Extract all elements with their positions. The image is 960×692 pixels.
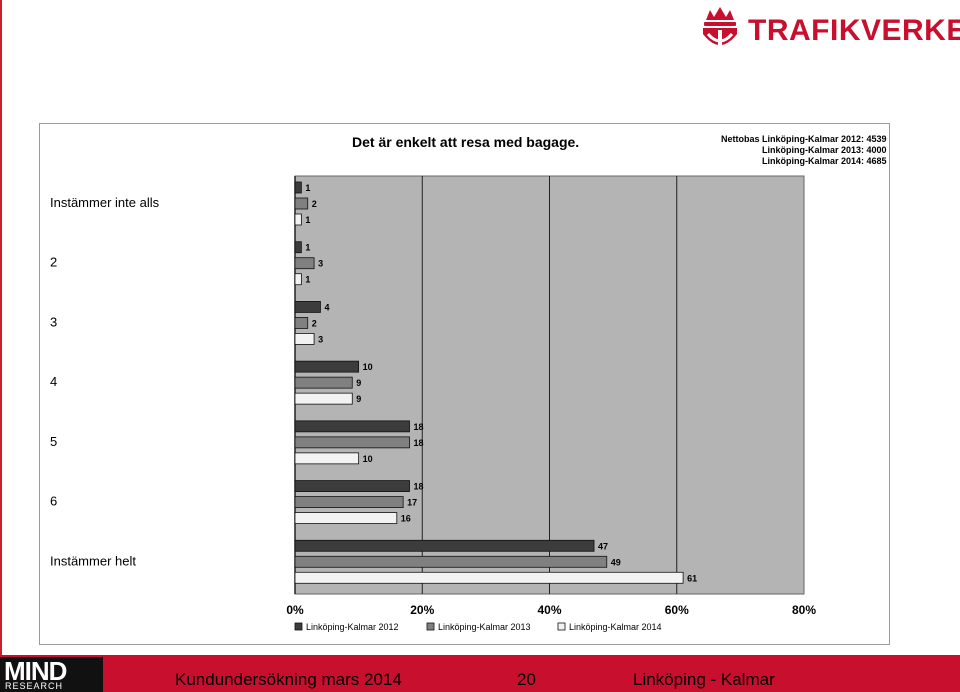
data-label: 17 bbox=[407, 498, 417, 508]
data-label: 1 bbox=[305, 215, 310, 225]
data-label: 1 bbox=[305, 243, 310, 253]
bar bbox=[294, 301, 321, 313]
chart-frame: Det är enkelt att resa med bagage. Netto… bbox=[39, 123, 890, 645]
bar bbox=[294, 436, 410, 449]
category-label: 6 bbox=[50, 494, 57, 509]
data-label: 1 bbox=[305, 183, 310, 193]
left-accent-rule bbox=[0, 0, 2, 655]
chart-title: Det är enkelt att resa med bagage. bbox=[352, 134, 579, 150]
data-label: 2 bbox=[312, 199, 317, 209]
bar bbox=[294, 241, 302, 254]
legend-label: Linköping-Kalmar 2013 bbox=[438, 622, 531, 632]
data-label: 3 bbox=[318, 334, 323, 344]
bar bbox=[294, 181, 302, 194]
mind-research-logo bbox=[0, 657, 103, 692]
data-label: 9 bbox=[356, 378, 361, 388]
data-label: 9 bbox=[356, 394, 361, 404]
mind-logo-sub: RESEARCH bbox=[5, 681, 64, 691]
bar bbox=[294, 273, 302, 286]
legend-swatch bbox=[426, 622, 435, 631]
bar bbox=[294, 555, 608, 568]
category-label: 2 bbox=[50, 255, 57, 270]
legend-swatch bbox=[557, 622, 566, 631]
bar bbox=[294, 197, 309, 210]
nettobas-line: Linköping-Kalmar 2013: 4000 bbox=[762, 145, 887, 155]
route-name: Linköping - Kalmar bbox=[633, 670, 775, 689]
bar bbox=[294, 452, 360, 465]
category-label: 4 bbox=[50, 374, 57, 389]
bar bbox=[294, 360, 360, 373]
survey-title: Kundundersökning mars 2014 bbox=[175, 670, 402, 689]
legend-label: Linköping-Kalmar 2014 bbox=[569, 622, 662, 632]
mind-logo-word: MIND bbox=[4, 656, 67, 686]
category-label: Instämmer inte alls bbox=[50, 195, 160, 210]
category-label: Instämmer helt bbox=[50, 553, 136, 568]
data-label: 1 bbox=[305, 275, 310, 285]
nettobas-line: Linköping-Kalmar 2014: 4685 bbox=[762, 156, 887, 166]
data-label: 61 bbox=[687, 573, 697, 583]
bar-chart: Det är enkelt att resa med bagage. Netto… bbox=[50, 134, 887, 632]
brand-name: TRAFIKVERKET bbox=[748, 14, 960, 47]
data-label: 49 bbox=[611, 557, 621, 567]
page-number: 20 bbox=[517, 670, 536, 689]
bar bbox=[294, 539, 595, 552]
bar bbox=[294, 376, 353, 389]
category-label: 3 bbox=[50, 314, 57, 329]
footer-bar bbox=[0, 655, 960, 692]
x-tick-label: 0% bbox=[286, 603, 304, 617]
bar bbox=[294, 333, 315, 345]
crown-shield-icon bbox=[703, 7, 737, 46]
data-label: 18 bbox=[414, 422, 424, 432]
bar bbox=[294, 496, 404, 508]
bar bbox=[294, 512, 398, 524]
bar bbox=[294, 392, 353, 405]
bar bbox=[294, 257, 315, 270]
data-label: 3 bbox=[318, 259, 323, 269]
data-label: 10 bbox=[363, 362, 373, 372]
bar bbox=[294, 480, 410, 492]
x-tick-label: 60% bbox=[665, 603, 689, 617]
bar bbox=[294, 317, 309, 329]
bar bbox=[294, 213, 302, 226]
x-tick-label: 20% bbox=[410, 603, 434, 617]
bar bbox=[294, 571, 684, 584]
nettobas-label: Nettobas bbox=[721, 134, 760, 144]
data-label: 2 bbox=[312, 318, 317, 328]
data-label: 18 bbox=[414, 482, 424, 492]
data-label: 47 bbox=[598, 541, 608, 551]
nettobas-line: Linköping-Kalmar 2012: 4539 bbox=[762, 134, 887, 144]
category-label: 5 bbox=[50, 434, 57, 449]
x-tick-label: 80% bbox=[792, 603, 816, 617]
legend-swatch bbox=[294, 622, 303, 631]
data-label: 4 bbox=[324, 302, 329, 312]
legend-label: Linköping-Kalmar 2012 bbox=[306, 622, 399, 632]
bar bbox=[294, 420, 410, 433]
data-label: 18 bbox=[414, 438, 424, 448]
data-label: 10 bbox=[363, 454, 373, 464]
x-tick-label: 40% bbox=[537, 603, 561, 617]
data-label: 16 bbox=[401, 514, 411, 524]
